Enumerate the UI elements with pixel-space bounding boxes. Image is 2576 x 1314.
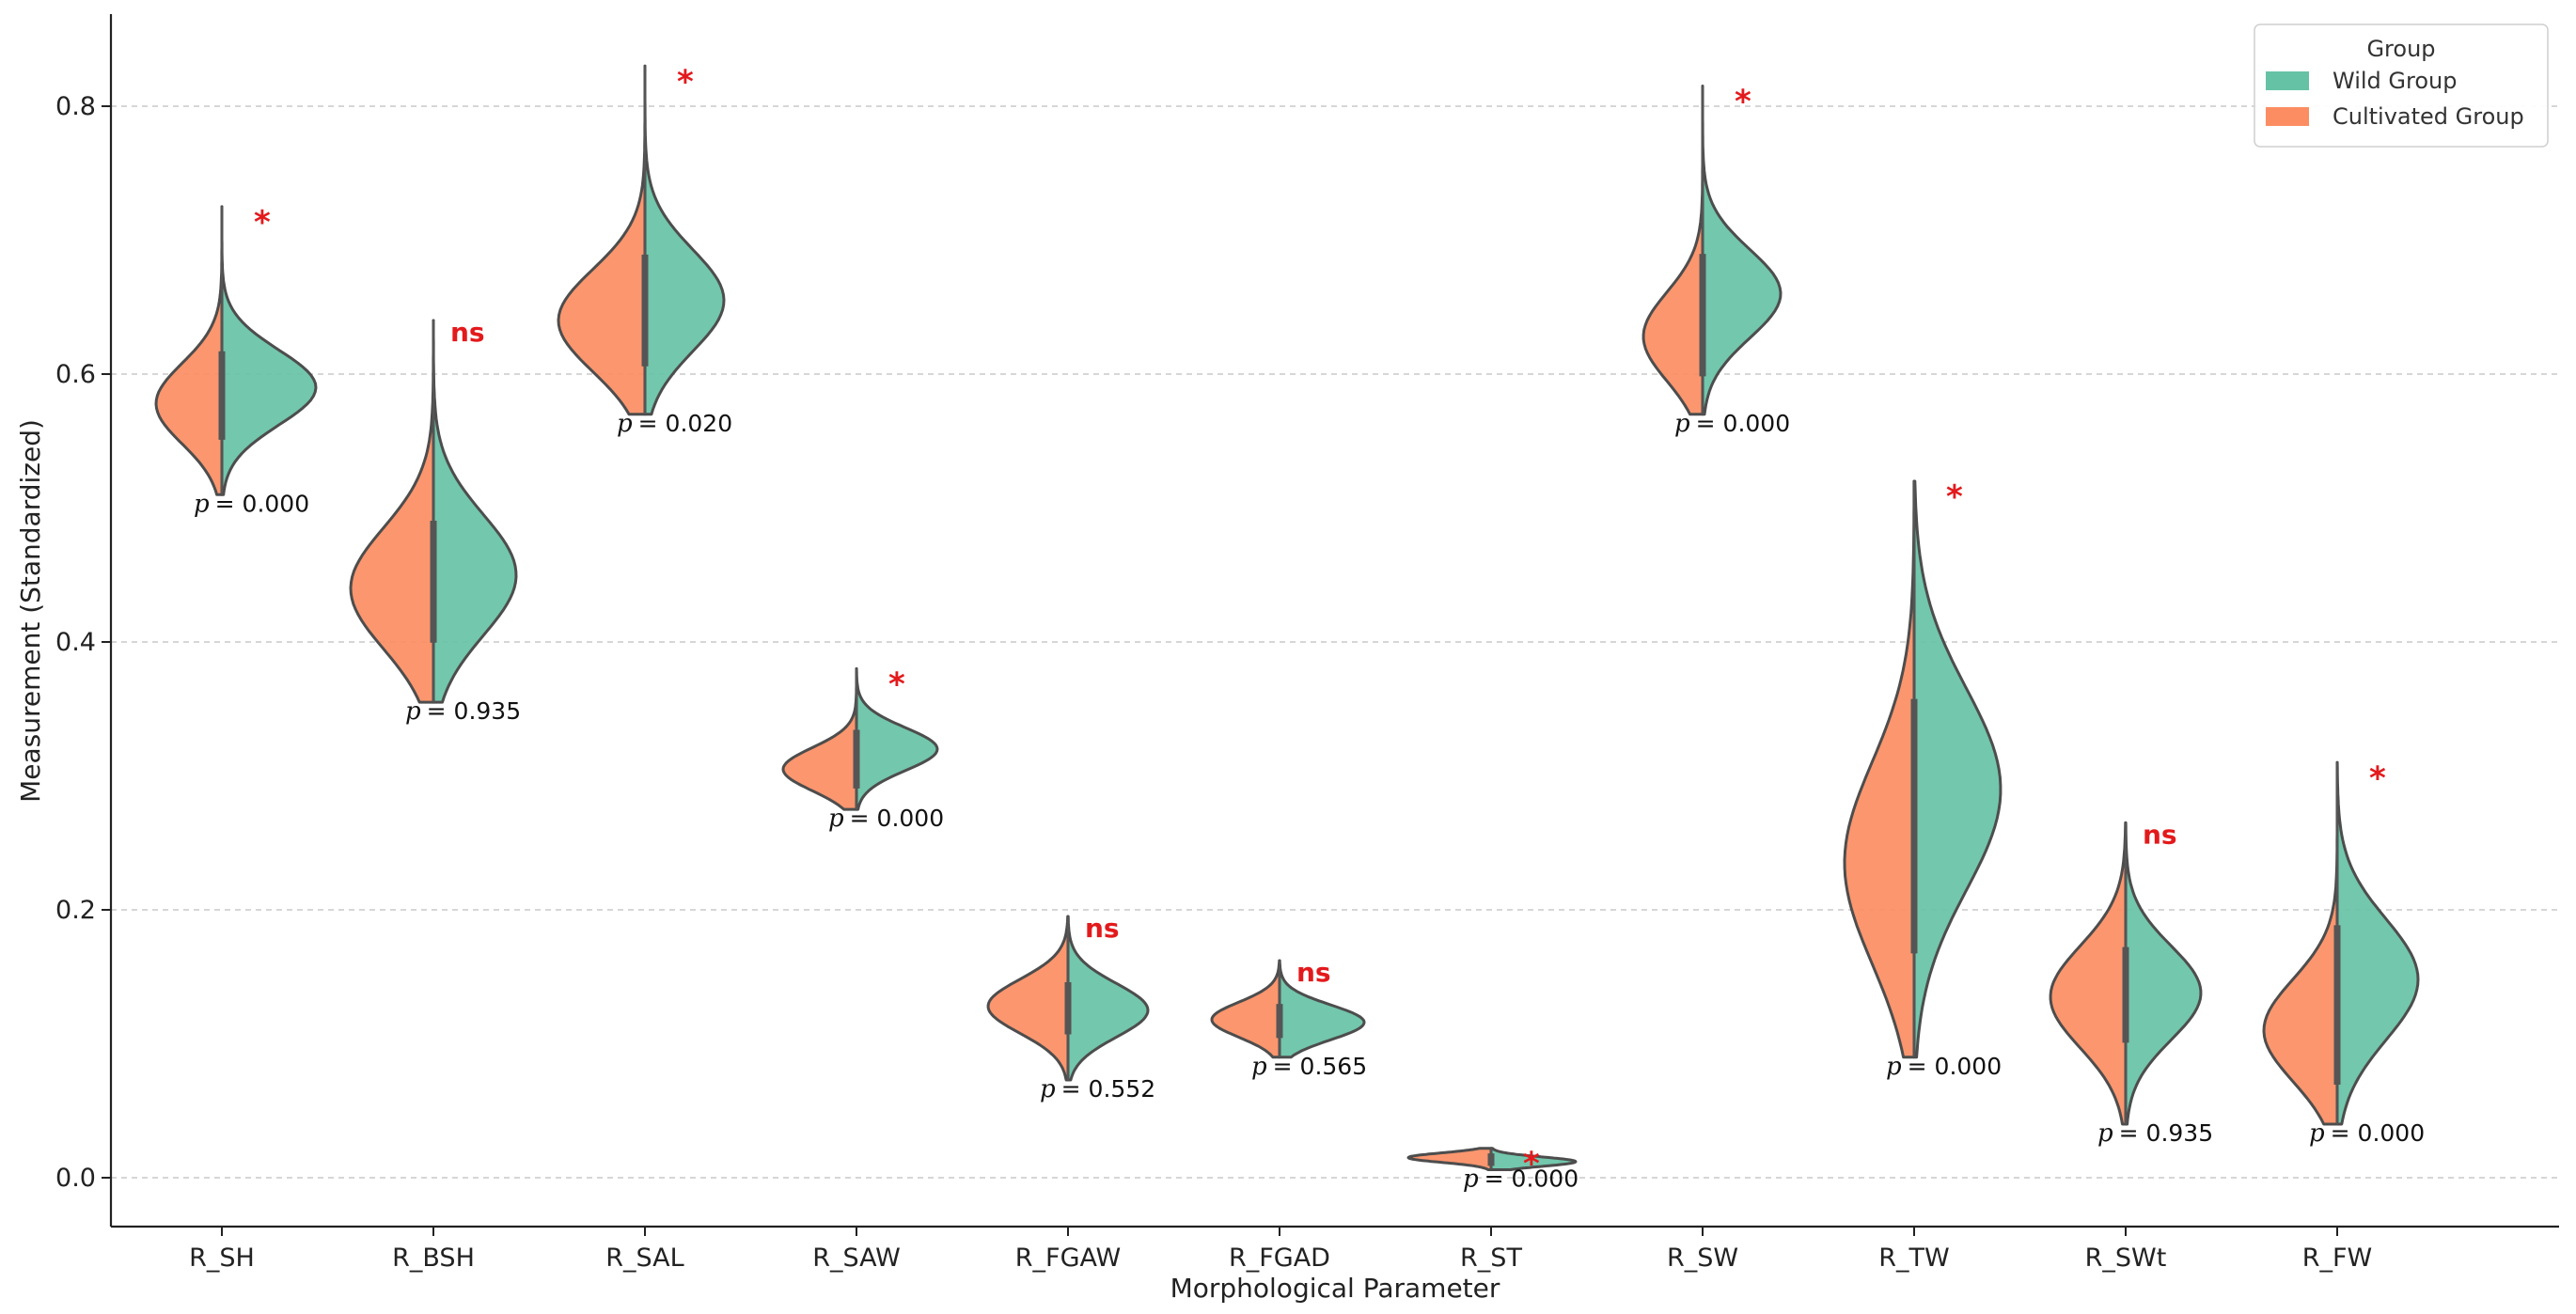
- p-value-prefix-r-saw: p: [828, 805, 844, 833]
- p-value-prefix-r-sw: p: [1674, 410, 1690, 438]
- significance-r-sal: *: [677, 63, 694, 101]
- violin-wild-r-sh: [220, 205, 318, 496]
- violin-wild-r-sw: [1701, 85, 1783, 416]
- x-tick-label-r-swt: R_SWt: [2085, 1244, 2167, 1273]
- axes: 0.0 0.2 0.4 0.6 0.8 R_SH R_BSH R_SAL R_SAW R_FGAW…: [55, 14, 2559, 1273]
- y-tick-label-4: 0.8: [55, 92, 96, 121]
- violin-wild-r-sal: [643, 64, 726, 416]
- violin-cultivated-r-st: [1406, 1147, 1493, 1171]
- x-tick-label-r-bsh: R_BSH: [392, 1244, 475, 1273]
- violin-wild-r-fgad: [1278, 959, 1366, 1059]
- significance-r-fgad: ns: [1296, 957, 1331, 988]
- legend-title: Group: [2366, 36, 2435, 62]
- p-value-text-r-fgad: = 0.565: [1273, 1053, 1367, 1080]
- violin-cultivated-r-sh: [154, 205, 224, 496]
- violin-wild-r-st: [1489, 1147, 1578, 1171]
- violin-cultivated-r-fgad: [1210, 959, 1281, 1059]
- p-value-prefix-r-sal: p: [617, 410, 633, 438]
- p-value-r-sal: p = 0.020: [617, 410, 732, 438]
- p-value-prefix-r-sh: p: [194, 490, 210, 518]
- violin-cultivated-r-tw: [1843, 479, 1916, 1059]
- significance-r-saw: *: [888, 666, 905, 704]
- p-value-prefix-r-fgad: p: [1251, 1053, 1267, 1081]
- p-value-r-sw: p = 0.000: [1674, 410, 1790, 438]
- violin-wild-r-fw: [2335, 760, 2420, 1126]
- p-value-prefix-r-bsh: p: [405, 697, 421, 726]
- p-value-prefix-r-fw: p: [2309, 1119, 2325, 1148]
- p-value-prefix-r-tw: p: [1886, 1053, 1902, 1081]
- y-axis-title: Measurement (Standardized): [15, 419, 46, 803]
- p-value-r-fgad: p = 0.565: [1251, 1053, 1367, 1081]
- significance-r-sh: *: [254, 204, 271, 242]
- x-tick-label-r-fw: R_FW: [2302, 1244, 2373, 1273]
- p-value-text-r-sw: = 0.000: [1696, 410, 1790, 437]
- legend-swatch-wild: [2266, 71, 2309, 90]
- p-value-text-r-bsh: = 0.935: [427, 697, 521, 725]
- violin-cultivated-r-saw: [781, 667, 858, 811]
- significance-r-tw: *: [1946, 478, 1963, 516]
- significance-r-st: *: [1523, 1146, 1540, 1183]
- legend-frame: [2254, 23, 2549, 148]
- violin-cultivated-r-swt: [2049, 821, 2128, 1126]
- violin-wild-r-swt: [2124, 821, 2203, 1126]
- violin-cultivated-r-sal: [557, 64, 647, 416]
- gridlines: [111, 105, 2559, 1179]
- p-value-text-r-tw: = 0.000: [1908, 1053, 2002, 1080]
- violin-wild-r-fgaw: [1066, 915, 1150, 1082]
- p-value-text-r-swt: = 0.935: [2119, 1119, 2213, 1147]
- legend-swatch-cultivated: [2266, 107, 2309, 126]
- violins: [154, 64, 2420, 1171]
- p-value-r-bsh: p = 0.935: [405, 697, 521, 726]
- significance-r-sw: *: [1735, 84, 1751, 121]
- x-axis-title: Morphological Parameter: [1170, 1273, 1500, 1304]
- legend: Group Wild Group Cultivated Group: [2254, 23, 2549, 148]
- significance-r-swt: ns: [2143, 819, 2177, 850]
- p-value-text-r-st: = 0.000: [1484, 1165, 1579, 1192]
- y-tick-label-3: 0.6: [55, 360, 96, 389]
- x-tick-label-r-fgad: R_FGAD: [1229, 1244, 1330, 1273]
- x-tick-label-r-saw: R_SAW: [812, 1244, 901, 1273]
- violin-cultivated-r-fw: [2262, 760, 2339, 1126]
- legend-label-wild: Wild Group: [2333, 68, 2457, 94]
- p-value-text-r-fw: = 0.000: [2331, 1119, 2425, 1147]
- p-value-r-saw: p = 0.000: [828, 805, 944, 833]
- p-value-r-fw: p = 0.000: [2309, 1119, 2425, 1148]
- significance-r-fw: *: [2369, 759, 2386, 797]
- x-tick-label-r-st: R_ST: [1460, 1244, 1522, 1273]
- y-tick-label-2: 0.4: [55, 628, 96, 657]
- y-tick-label-1: 0.2: [55, 896, 96, 925]
- x-tick-label-r-tw: R_TW: [1878, 1244, 1949, 1273]
- violin-cultivated-r-fgaw: [986, 915, 1070, 1082]
- y-tick-label-0: 0.0: [55, 1164, 96, 1193]
- p-value-text-r-sh: = 0.000: [215, 490, 309, 517]
- p-value-r-sh: p = 0.000: [194, 490, 309, 518]
- p-value-text-r-fgaw: = 0.552: [1061, 1075, 1155, 1103]
- significance-r-bsh: ns: [450, 317, 485, 348]
- p-value-r-st: p = 0.000: [1463, 1165, 1579, 1193]
- p-value-text-r-sal: = 0.020: [638, 410, 732, 437]
- p-value-r-tw: p = 0.000: [1886, 1053, 2002, 1081]
- p-value-prefix-r-swt: p: [2097, 1119, 2113, 1148]
- p-value-text-r-saw: = 0.000: [850, 805, 944, 832]
- violin-wild-r-tw: [1912, 479, 2003, 1059]
- legend-label-cultivated: Cultivated Group: [2333, 103, 2524, 130]
- p-value-r-swt: p = 0.935: [2097, 1119, 2213, 1148]
- violin-wild-r-bsh: [432, 319, 518, 704]
- p-value-prefix-r-st: p: [1463, 1165, 1479, 1193]
- x-tick-label-r-sh: R_SH: [189, 1244, 255, 1273]
- violin-cultivated-r-sw: [1641, 85, 1704, 416]
- significance-r-fgaw: ns: [1085, 913, 1120, 944]
- x-tick-label-r-fgaw: R_FGAW: [1015, 1244, 1121, 1273]
- x-tick-label-r-sal: R_SAL: [605, 1244, 683, 1273]
- p-value-prefix-r-fgaw: p: [1040, 1075, 1056, 1103]
- violin-cultivated-r-bsh: [349, 319, 435, 704]
- violin-wild-r-saw: [855, 667, 939, 811]
- p-value-r-fgaw: p = 0.552: [1040, 1075, 1155, 1103]
- x-tick-label-r-sw: R_SW: [1667, 1244, 1738, 1273]
